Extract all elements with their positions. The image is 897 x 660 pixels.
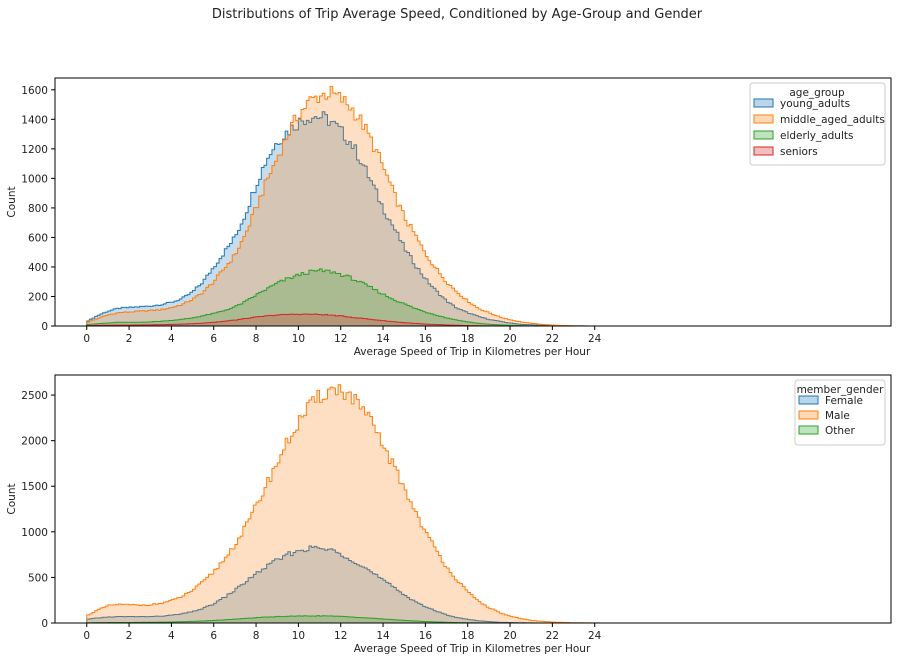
chart2-legend-label: Other bbox=[825, 425, 855, 437]
chart2-x-axis-label: Average Speed of Trip in Kilometres per … bbox=[354, 643, 591, 655]
chart1-y-tick-label: 1200 bbox=[21, 144, 48, 156]
chart1-legend-swatch bbox=[753, 98, 774, 108]
chart1-x-tick-label: 20 bbox=[503, 333, 516, 345]
chart1-legend-label: seniors bbox=[780, 146, 818, 158]
chart2-y-tick-label: 2500 bbox=[21, 390, 48, 402]
chart1-y-tick-label: 800 bbox=[28, 203, 48, 215]
chart1-series-middle-aged-adults bbox=[86, 85, 596, 327]
chart2-plot-area bbox=[86, 384, 617, 624]
chart2-x-tick-label: 14 bbox=[376, 630, 390, 642]
chart1-x-tick-label: 18 bbox=[461, 333, 474, 345]
chart2-legend-swatch bbox=[798, 395, 819, 405]
chart1-x-tick-label: 10 bbox=[292, 333, 305, 345]
chart1-legend-swatch bbox=[753, 146, 774, 156]
chart2-y-tick-label: 1500 bbox=[21, 481, 48, 493]
chart1-x-tick-label: 24 bbox=[588, 333, 602, 345]
chart1-legend-box bbox=[749, 82, 886, 166]
chart2-x-tick-label: 12 bbox=[334, 630, 347, 642]
chart1-x-ticks: 0 2 4 6 8 10 12 14 16 18 20 22 24 bbox=[83, 326, 602, 345]
figure-title: Distributions of Trip Average Speed, Con… bbox=[212, 7, 703, 22]
chart1-x-tick-label: 12 bbox=[334, 333, 347, 345]
chart1-legend-label: young_adults bbox=[780, 98, 850, 110]
chart1-y-tick-label: 1600 bbox=[21, 85, 48, 97]
chart1-series-young-adults bbox=[86, 111, 596, 327]
chart1-legend-title: age_group bbox=[789, 87, 845, 99]
chart2-legend-swatch bbox=[798, 425, 819, 435]
chart2-legend-entries: Female Male Other bbox=[798, 395, 863, 437]
chart1-frame bbox=[54, 77, 892, 327]
chart1-y-tick-label: 400 bbox=[28, 262, 48, 274]
chart1-x-tick-label: 8 bbox=[253, 333, 260, 345]
chart1-x-tick-label: 6 bbox=[210, 333, 217, 345]
chart2-x-tick-label: 4 bbox=[168, 630, 175, 642]
chart1-legend: age_group young_adults middle_aged_adults… bbox=[749, 82, 886, 166]
chart1-legend-swatch bbox=[753, 114, 774, 124]
chart1-legend-label: elderly_adults bbox=[780, 130, 853, 142]
chart2-x-tick-label: 8 bbox=[253, 630, 260, 642]
chart2-frame bbox=[54, 374, 892, 624]
chart2-legend: member_gender Female Male Other bbox=[794, 379, 886, 446]
member-gender-histogram: 0 2 4 6 8 10 12 14 16 18 20 22 24 050010001500200025… bbox=[6, 374, 892, 655]
chart2-x-tick-label: 16 bbox=[419, 630, 433, 642]
age-group-histogram: 0 2 4 6 8 10 12 14 16 18 20 22 24 020040060080010001… bbox=[6, 77, 892, 358]
chart2-x-tick-label: 6 bbox=[210, 630, 217, 642]
chart1-y-tick-label: 1000 bbox=[21, 173, 48, 185]
chart1-legend-swatch bbox=[753, 130, 774, 140]
chart1-y-ticks: 0 200 400 600 800 1000 1200 1400 1600 bbox=[21, 85, 55, 333]
chart2-legend-label: Female bbox=[825, 395, 863, 407]
chart1-x-tick-label: 16 bbox=[419, 333, 433, 345]
chart1-x-tick-label: 4 bbox=[168, 333, 175, 345]
chart1-y-tick-label: 1400 bbox=[21, 114, 48, 126]
chart1-x-tick-label: 14 bbox=[376, 333, 390, 345]
chart2-y-axis-label: Count bbox=[6, 483, 18, 514]
chart2-y-tick-label: 500 bbox=[28, 572, 48, 584]
chart1-x-axis-label: Average Speed of Trip in Kilometres per … bbox=[354, 346, 591, 358]
chart2-x-tick-label: 0 bbox=[83, 630, 90, 642]
chart2-x-ticks: 0 2 4 6 8 10 12 14 16 18 20 22 24 bbox=[83, 623, 602, 642]
chart1-series-elderly-adults bbox=[86, 268, 553, 327]
chart1-y-tick-label: 0 bbox=[41, 321, 48, 333]
chart2-x-tick-label: 10 bbox=[292, 630, 305, 642]
chart2-x-tick-label: 22 bbox=[546, 630, 559, 642]
chart1-y-axis-label: Count bbox=[6, 186, 18, 217]
chart1-plot-area bbox=[86, 85, 596, 327]
chart2-x-tick-label: 2 bbox=[126, 630, 133, 642]
chart2-series-female bbox=[86, 545, 553, 624]
chart2-legend-label: Male bbox=[825, 410, 850, 422]
chart2-legend-swatch bbox=[798, 410, 819, 420]
chart1-x-tick-label: 0 bbox=[83, 333, 90, 345]
chart2-series-male bbox=[86, 384, 617, 624]
chart2-x-tick-label: 18 bbox=[461, 630, 474, 642]
chart1-legend-entries: young_adults middle_aged_adults elderly_ad… bbox=[753, 98, 885, 158]
chart2-y-ticks: 0 500 1000 1500 2000 2500 bbox=[21, 390, 55, 630]
chart2-y-tick-label: 0 bbox=[41, 618, 48, 630]
chart2-series-other bbox=[86, 615, 511, 624]
chart1-y-tick-label: 200 bbox=[28, 291, 48, 303]
chart1-legend-label: middle_aged_adults bbox=[780, 114, 885, 126]
chart2-y-tick-label: 1000 bbox=[21, 527, 48, 539]
chart1-x-tick-label: 22 bbox=[546, 333, 559, 345]
chart2-legend-title: member_gender bbox=[797, 384, 885, 396]
chart2-x-tick-label: 20 bbox=[503, 630, 516, 642]
chart2-y-tick-label: 2000 bbox=[21, 436, 48, 448]
chart2-x-tick-label: 24 bbox=[588, 630, 602, 642]
chart1-series-seniors bbox=[86, 313, 511, 327]
chart1-y-tick-label: 600 bbox=[28, 232, 48, 244]
chart1-x-tick-label: 2 bbox=[126, 333, 133, 345]
